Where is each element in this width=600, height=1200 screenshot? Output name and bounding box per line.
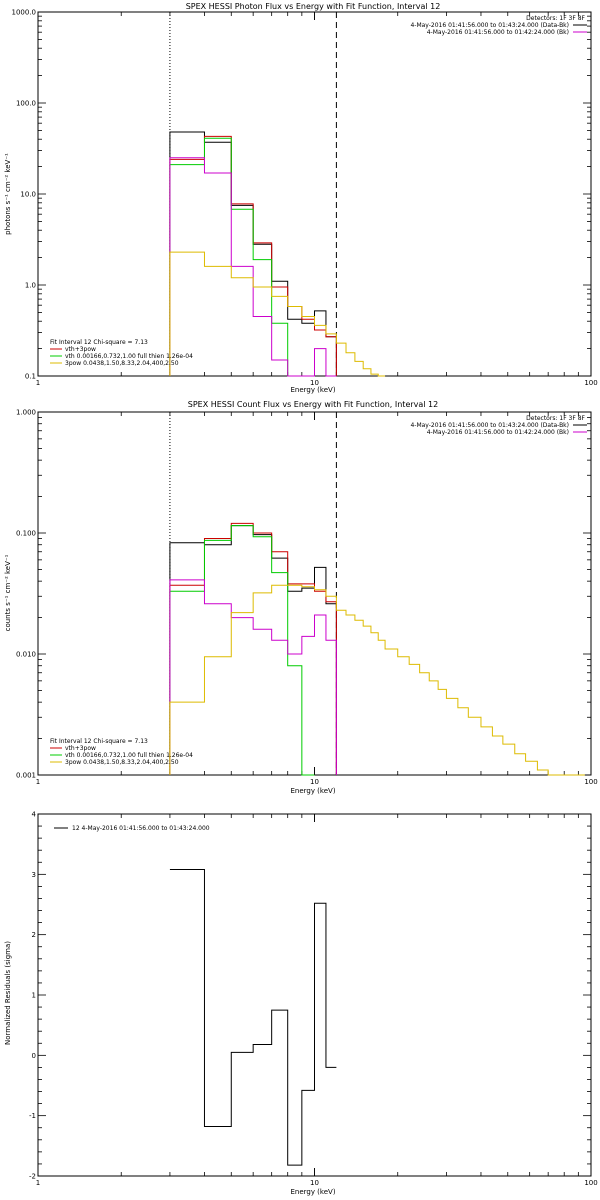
count-x-tick-label: 100 [584, 778, 597, 786]
count-flux-panel: SPEX HESSI Count Flux vs Energy with Fit… [4, 400, 598, 795]
count-panel-title: SPEX HESSI Count Flux vs Energy with Fit… [188, 400, 439, 409]
residual-x-tick-label: 100 [584, 1179, 597, 1187]
count-series-1 [169, 522, 337, 775]
count-legend-bottom-label: vth+3pow [65, 745, 96, 752]
photon-series-4 [169, 251, 386, 377]
count-panel-ylabel: counts s⁻¹ cm⁻² keV⁻¹ [4, 554, 12, 631]
photon-legend-top-label: Detectors: 1F 3F 8F [526, 15, 585, 22]
photon-x-tick-label: 1 [36, 379, 40, 387]
residual-panel-xlabel: Energy (keV) [290, 1188, 335, 1196]
photon-y-tick-label: 1000.0 [12, 9, 37, 17]
count-legend-top-label: 4-May-2016 01:41:56.000 to 01:42:24.000 … [427, 429, 569, 436]
photon-series-1 [169, 135, 337, 376]
photon-series-3 [169, 157, 337, 377]
count-legend-bottom-label: Fit Interval 12 Chi-square = 7.13 [50, 738, 148, 745]
count-legend-bottom-label: 3pow 0.0438,1.50,8.33,2.04,400,2.50 [65, 759, 179, 766]
count-series-3 [169, 579, 337, 775]
residual-y-tick-label: -1 [29, 1112, 36, 1120]
residual-y-tick-label: -2 [29, 1173, 36, 1181]
count-y-tick-label: 1.000 [16, 409, 36, 417]
residual-x-tick-label: 10 [310, 1179, 319, 1187]
count-y-tick-label: 0.100 [16, 530, 36, 538]
residual-y-tick-label: 4 [32, 811, 37, 819]
count-series-2 [169, 525, 315, 776]
count-series-4 [169, 584, 585, 776]
residual-y-tick-label: 2 [32, 931, 36, 939]
photon-panel-title: SPEX HESSI Photon Flux vs Energy with Fi… [186, 2, 441, 11]
count-y-tick-label: 0.001 [16, 772, 36, 780]
residual-y-tick-label: 3 [32, 871, 36, 879]
photon-legend-top-label: 4-May-2016 01:41:56.000 to 01:43:24.000 … [410, 22, 569, 29]
photon-legend-bottom-label: vth 0.00166,0.732,1.00 full thien 1.26e-… [65, 353, 193, 360]
count-x-tick-label: 10 [310, 778, 319, 786]
count-y-tick-label: 0.010 [16, 651, 36, 659]
photon-legend-top-label: 4-May-2016 01:41:56.000 to 01:42:24.000 … [427, 29, 569, 36]
photon-x-tick-label: 100 [584, 379, 597, 387]
count-legend-top-label: 4-May-2016 01:41:56.000 to 01:43:24.000 … [410, 422, 569, 429]
count-plot-frame [37, 411, 592, 776]
photon-legend-bottom-label: Fit Interval 12 Chi-square = 7.13 [50, 339, 148, 346]
residual-y-tick-label: 0 [32, 1052, 36, 1060]
photon-x-tick-label: 10 [310, 379, 319, 387]
photon-legend-bottom-label: vth+3pow [65, 346, 96, 353]
count-series-0 [169, 525, 337, 775]
photon-flux-panel: SPEX HESSI Photon Flux vs Energy with Fi… [4, 2, 598, 394]
residual-legend-label: 12 4-May-2016 01:41:56.000 to 01:43:24.0… [72, 825, 210, 832]
photon-series-2 [169, 137, 315, 377]
photon-panel-ylabel: photons s⁻¹ cm⁻² keV⁻¹ [4, 153, 12, 235]
residual-x-tick-label: 1 [36, 1179, 40, 1187]
photon-y-tick-label: 0.1 [25, 373, 36, 381]
photon-panel-xlabel: Energy (keV) [290, 386, 335, 394]
count-legend-top-label: Detectors: 1F 3F 8F [526, 415, 585, 422]
count-panel-xlabel: Energy (keV) [290, 787, 335, 795]
residuals-panel: Energy (keV) Normalized Residuals (sigma… [4, 811, 598, 1197]
photon-y-tick-label: 10.0 [20, 191, 36, 199]
residual-series-0 [169, 869, 337, 1166]
count-legend-bottom-label: vth 0.00166,0.732,1.00 full thien 1.26e-… [65, 752, 193, 759]
residual-y-tick-label: 1 [32, 992, 36, 1000]
photon-series-0 [169, 131, 337, 376]
photon-y-tick-label: 100.0 [16, 100, 36, 108]
photon-legend-bottom-label: 3pow 0.0438,1.50,8.33,2.04,400,2.50 [65, 360, 179, 367]
count-x-tick-label: 1 [36, 778, 40, 786]
photon-y-tick-label: 1.0 [25, 282, 36, 290]
residual-panel-ylabel: Normalized Residuals (sigma) [4, 941, 12, 1045]
